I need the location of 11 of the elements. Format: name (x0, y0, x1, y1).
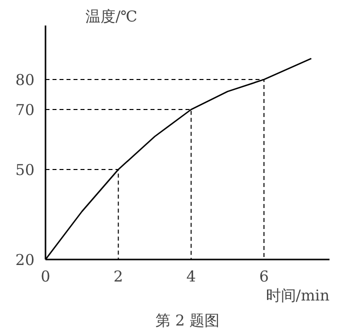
y-tick-label: 50 (15, 161, 35, 179)
x-tick-label: 4 (186, 268, 196, 286)
y-tick-label: 20 (15, 251, 35, 269)
y-tick-label: 80 (15, 71, 35, 89)
x-axis-title: 时间/min (266, 286, 330, 304)
x-tick-label: 6 (259, 268, 269, 286)
y-axis-title: 温度/℃ (86, 8, 138, 26)
y-tick-label: 70 (15, 101, 35, 119)
text: 第 2 题图 (155, 312, 220, 330)
x-tick-label: 2 (114, 268, 124, 286)
x-tick-label: 0 (40, 268, 50, 286)
